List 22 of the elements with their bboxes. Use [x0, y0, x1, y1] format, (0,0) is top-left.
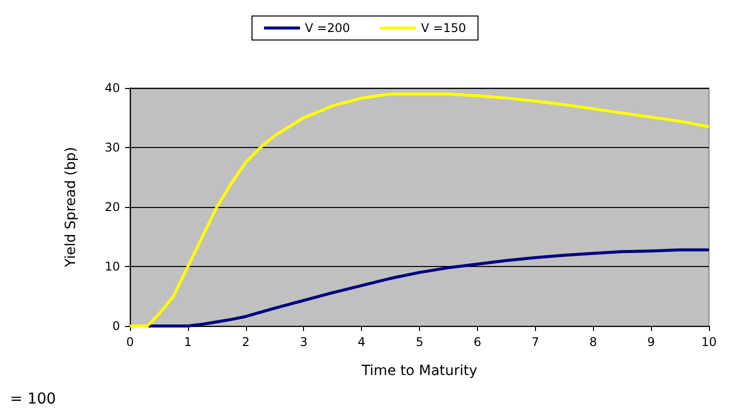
x-tick-label: 1	[184, 335, 192, 349]
y-axis-title: Yield Spread (bp)	[63, 146, 79, 268]
legend-label: V =150	[421, 21, 466, 35]
y-tick-label: 40	[104, 81, 120, 95]
line-series	[128, 92, 710, 328]
x-tick-label: 6	[474, 335, 482, 349]
x-tick-label: 0	[126, 335, 134, 349]
y-tick-label: 30	[104, 140, 120, 154]
x-tick-label: 10	[701, 335, 717, 349]
text: = 100	[10, 390, 56, 408]
y-tick-label: 20	[104, 200, 120, 214]
x-tick-label: 3	[300, 335, 308, 349]
y-tick-label: 10	[104, 260, 120, 274]
x-tick-label: 8	[589, 335, 598, 349]
y-tick-label: 0	[112, 319, 120, 333]
x-tick-label: 4	[358, 335, 366, 349]
x-tick-label: 5	[416, 335, 424, 349]
x-tick-label: 2	[242, 335, 250, 349]
legend-label: V =200	[305, 21, 350, 35]
x-axis-title: Time to Maturity	[360, 363, 478, 379]
x-tick-label: 7	[531, 335, 540, 349]
x-tick-label: 9	[647, 335, 655, 349]
